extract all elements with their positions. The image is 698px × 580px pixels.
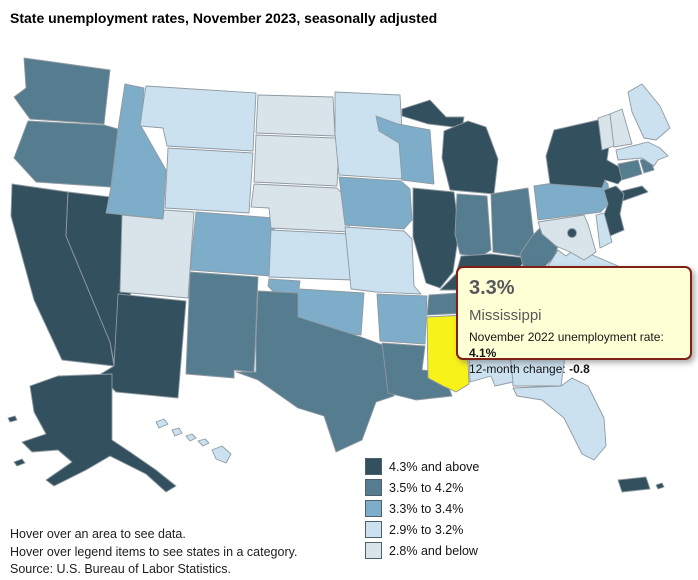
state-MI[interactable] (441, 120, 499, 195)
legend-swatch-light (365, 521, 382, 538)
state-WY[interactable] (164, 147, 254, 214)
legend-swatch-darkest (365, 458, 382, 475)
state-MI-upper-peninsula[interactable] (401, 99, 465, 129)
tooltip-change-line: 12-month change: -0.8 (469, 361, 679, 377)
legend-label: 2.9% to 3.2% (389, 522, 464, 537)
state-AZ[interactable] (98, 293, 187, 399)
legend-label: 4.3% and above (389, 459, 480, 474)
state-HI-maui[interactable] (197, 438, 210, 447)
state-NH[interactable] (609, 108, 633, 148)
state-MT[interactable] (139, 85, 257, 152)
legend-item-3-5-to-4-2[interactable]: 3.5% to 4.2% (365, 477, 479, 498)
state-WI[interactable] (375, 115, 435, 185)
state-WA[interactable] (13, 57, 111, 125)
state-CO[interactable] (189, 211, 276, 277)
state-DC[interactable] (567, 228, 577, 238)
legend-swatch-lightest (365, 542, 382, 559)
state-SD[interactable] (253, 134, 340, 187)
tooltip-prev-year-line: November 2022 unemployment rate: 4.1% (469, 329, 679, 361)
state-AK[interactable] (21, 373, 177, 493)
state-MD[interactable] (537, 214, 597, 261)
state-NE[interactable] (250, 183, 351, 233)
tooltip-prev-year-label: November 2022 unemployment rate: (469, 330, 664, 344)
state-HI-kauai[interactable] (155, 418, 169, 429)
legend-label: 2.8% and below (389, 543, 478, 558)
state-data-tooltip: 3.3% Mississippi November 2022 unemploym… (456, 266, 692, 376)
state-IA[interactable] (338, 176, 413, 230)
state-AR[interactable] (376, 293, 428, 345)
legend-item-2-8-and-below[interactable]: 2.8% and below (365, 540, 479, 561)
tooltip-rate: 3.3% (469, 277, 515, 299)
legend-item-4-3-and-above[interactable]: 4.3% and above (365, 456, 479, 477)
state-ND[interactable] (255, 94, 336, 137)
legend-swatch-dark (365, 479, 382, 496)
legend-label: 3.5% to 4.2% (389, 480, 464, 495)
legend-item-3-3-to-3-4[interactable]: 3.3% to 3.4% (365, 498, 479, 519)
state-AK-islet-2[interactable] (7, 415, 18, 423)
state-IL[interactable] (412, 187, 460, 289)
state-UT[interactable] (119, 209, 195, 299)
note-hover-area: Hover over an area to see data. (10, 527, 186, 541)
state-NM[interactable] (185, 271, 259, 379)
state-TX[interactable] (235, 290, 395, 453)
state-PR[interactable] (617, 476, 651, 493)
page-title: State unemployment rates, November 2023,… (10, 10, 438, 26)
note-source: Source: U.S. Bureau of Labor Statistics. (10, 562, 231, 576)
state-NJ[interactable] (601, 185, 625, 237)
state-HI-oahu[interactable] (171, 427, 183, 437)
tooltip-state-name: Mississippi (469, 307, 542, 324)
legend-swatch-medium (365, 500, 382, 517)
state-PR-islet[interactable] (655, 482, 665, 490)
state-DE[interactable] (595, 212, 613, 249)
state-HI-molokai[interactable] (185, 433, 197, 442)
state-IN[interactable] (454, 193, 492, 258)
tooltip-change-value: -0.8 (569, 362, 590, 376)
tooltip-prev-year-value: 4.1% (469, 346, 497, 360)
state-MO[interactable] (344, 226, 422, 295)
state-OR[interactable] (13, 120, 119, 188)
state-HI-big-island[interactable] (211, 445, 232, 464)
state-AK-islet-1[interactable] (13, 458, 26, 467)
footer-notes: Hover over an area to see data. Hover ov… (10, 526, 297, 579)
state-MA[interactable] (615, 141, 669, 167)
legend-label: 3.3% to 3.4% (389, 501, 464, 516)
state-CT[interactable] (617, 159, 643, 181)
state-ID[interactable] (105, 83, 167, 220)
map-legend: 4.3% and above 3.5% to 4.2% 3.3% to 3.4%… (365, 456, 479, 561)
state-ME[interactable] (627, 83, 671, 141)
tooltip-change-label: 12-month change: (469, 362, 570, 376)
legend-item-2-9-to-3-2[interactable]: 2.9% to 3.2% (365, 519, 479, 540)
note-hover-legend: Hover over legend items to see states in… (10, 544, 298, 559)
state-FL[interactable] (512, 377, 607, 461)
state-KS[interactable] (268, 229, 355, 281)
